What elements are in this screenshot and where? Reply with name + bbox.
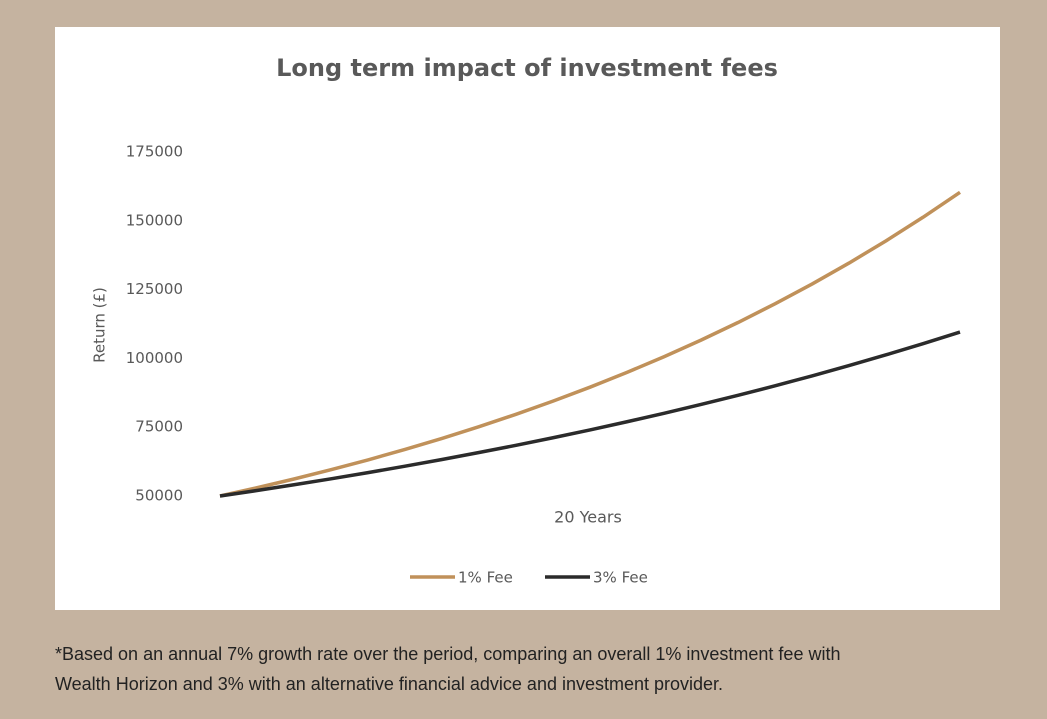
chart-panel [55, 27, 1000, 610]
line [219, 330, 961, 498]
y-tick-label: 100000 [126, 349, 183, 367]
y-tick-label: 50000 [135, 487, 183, 505]
y-tick-label: 75000 [135, 418, 183, 436]
legend-label: 3% Fee [593, 569, 648, 587]
y-tick-label: 125000 [126, 280, 183, 298]
x-axis-label: 20 Years [554, 508, 622, 527]
y-tick-label: 175000 [126, 143, 183, 161]
y-tick-label: 150000 [126, 211, 183, 229]
footnote: *Based on an annual 7% growth rate over … [55, 644, 840, 664]
chart-title: Long term impact of investment fees [276, 54, 778, 82]
y-axis-label: Return (£) [91, 287, 109, 363]
legend-label: 1% Fee [458, 569, 513, 587]
footnote: Wealth Horizon and 3% with an alternativ… [55, 674, 723, 694]
line [219, 190, 961, 498]
